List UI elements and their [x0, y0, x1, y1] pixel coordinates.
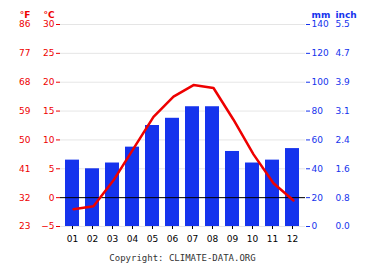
- svg-text:04: 04: [127, 234, 139, 244]
- svg-text:mm: mm: [312, 10, 331, 20]
- svg-text:06: 06: [167, 234, 179, 244]
- svg-text:°C: °C: [43, 10, 55, 20]
- svg-text:30: 30: [43, 19, 55, 29]
- svg-text:20: 20: [43, 77, 55, 87]
- svg-text:12: 12: [287, 234, 298, 244]
- svg-text:3.9: 3.9: [336, 77, 351, 87]
- svg-text:0: 0: [49, 193, 55, 203]
- svg-text:0.0: 0.0: [336, 221, 351, 231]
- svg-text:140: 140: [312, 19, 329, 29]
- svg-text:03: 03: [107, 234, 118, 244]
- html-text:Copyright: CLIMATE-DATA.ORG: Copyright: CLIMATE-DATA.ORG: [109, 253, 256, 263]
- svg-text:5: 5: [49, 164, 55, 174]
- svg-text:40: 40: [312, 164, 324, 174]
- svg-text:07: 07: [187, 234, 198, 244]
- svg-text:10: 10: [43, 135, 55, 145]
- svg-text:23: 23: [19, 221, 30, 231]
- svg-text:08: 08: [207, 234, 219, 244]
- svg-text:4.7: 4.7: [336, 48, 350, 58]
- svg-text:100: 100: [312, 77, 329, 87]
- svg-text:09: 09: [227, 234, 239, 244]
- svg-text:10: 10: [247, 234, 259, 244]
- svg-text:05: 05: [147, 234, 158, 244]
- svg-text:inch: inch: [336, 10, 357, 20]
- svg-text:11: 11: [267, 234, 278, 244]
- svg-text:0: 0: [312, 221, 318, 231]
- svg-text:2.4: 2.4: [336, 135, 351, 145]
- svg-text:02: 02: [87, 234, 98, 244]
- svg-text:50: 50: [19, 135, 31, 145]
- svg-text:25: 25: [43, 48, 54, 58]
- svg-text:77: 77: [19, 48, 30, 58]
- svg-text:1.6: 1.6: [336, 164, 351, 174]
- svg-text:120: 120: [312, 48, 329, 58]
- svg-text:01: 01: [67, 234, 78, 244]
- svg-text:5.5: 5.5: [336, 19, 350, 29]
- svg-text:20: 20: [312, 193, 324, 203]
- svg-text:80: 80: [312, 106, 324, 116]
- svg-text:32: 32: [19, 193, 30, 203]
- svg-text:3.1: 3.1: [336, 106, 350, 116]
- svg-text:60: 60: [312, 135, 324, 145]
- svg-text:68: 68: [19, 77, 31, 87]
- svg-text:86: 86: [19, 19, 31, 29]
- svg-text:41: 41: [19, 164, 30, 174]
- svg-text:−5: −5: [41, 221, 54, 231]
- svg-text:0.8: 0.8: [336, 193, 351, 203]
- svg-text:15: 15: [43, 106, 54, 116]
- svg-text:°F: °F: [20, 10, 31, 20]
- svg-text:59: 59: [19, 106, 31, 116]
